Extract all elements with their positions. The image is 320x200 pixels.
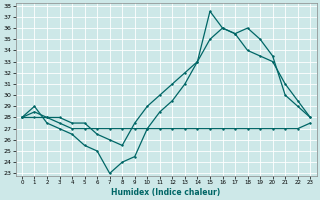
X-axis label: Humidex (Indice chaleur): Humidex (Indice chaleur) [111, 188, 221, 197]
